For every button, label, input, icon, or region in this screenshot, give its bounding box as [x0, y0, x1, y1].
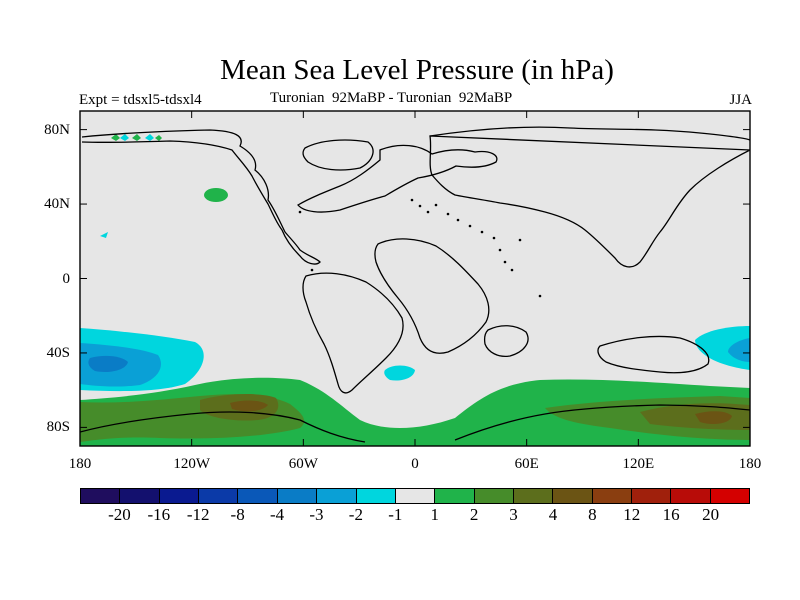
y-tick-label: 40S — [46, 344, 70, 361]
x-tick-label: 120E — [622, 456, 655, 472]
x-tick-label: 120W — [173, 456, 210, 472]
y-tick-label: 80S — [46, 419, 70, 436]
season-label: JJA — [729, 92, 752, 108]
coastline-north-america — [81, 129, 321, 265]
x-tick-label: 0 — [411, 456, 419, 472]
x-tick-label: 180 — [738, 456, 762, 472]
coastlines — [80, 126, 750, 443]
colorbar-swatch — [277, 489, 318, 503]
coastline-india — [483, 325, 529, 358]
pressure-anomaly-south-brown — [695, 411, 732, 424]
colorbar-swatch — [553, 489, 593, 503]
colorbar-swatch — [671, 489, 711, 503]
pressure-anomaly-arctic-1 — [111, 134, 120, 141]
axis-tick-marks — [79, 111, 751, 446]
colorbar-swatch — [199, 489, 239, 503]
colorbar-label: -12 — [186, 505, 210, 524]
coastline-africa — [374, 238, 490, 354]
colorbar-label: -8 — [230, 505, 245, 524]
coastline-greenland — [302, 139, 374, 171]
pressure-anomaly-arctic-5 — [155, 135, 162, 141]
pressure-anomaly-arctic-3 — [132, 134, 141, 141]
pressure-anomaly-arctic-4 — [145, 134, 154, 141]
colorbar-label: 3 — [509, 505, 518, 524]
y-tick-label: 0 — [62, 270, 71, 287]
colorbar-swatch — [120, 489, 160, 503]
x-tick-label: 180 — [68, 456, 92, 472]
colorbar-swatch — [592, 489, 633, 503]
colorbar-swatch — [513, 489, 554, 503]
pressure-anomaly-south-brown-west — [230, 400, 268, 412]
coastline-south-america — [302, 272, 404, 394]
pressure-anomaly-arctic-2 — [120, 134, 129, 141]
colorbar-swatch — [474, 489, 514, 503]
y-tick-label: 40N — [44, 196, 70, 213]
colorbar-label: -16 — [147, 505, 171, 524]
colorbar-swatch — [159, 489, 200, 503]
colorbar-swatch — [356, 489, 396, 503]
colorbar-label: -1 — [388, 505, 403, 524]
colorbar-label: 4 — [548, 505, 558, 524]
colorbar-label: 2 — [469, 505, 479, 524]
colorbar-swatch — [81, 489, 121, 503]
colorbar-label: 8 — [588, 505, 597, 524]
colorbar-swatch — [435, 489, 475, 503]
pressure-anomaly-atlantic-low — [384, 365, 415, 381]
x-tick-label: 60W — [288, 456, 318, 472]
colorbar-label: -2 — [348, 505, 363, 524]
colorbar-label: 16 — [662, 505, 680, 524]
colorbar — [80, 488, 750, 504]
colorbar-swatch — [710, 489, 750, 503]
pressure-anomaly-east-low-inner — [728, 338, 750, 362]
coastline-antarctica — [80, 404, 750, 443]
island-dots — [298, 198, 542, 298]
x-tick-label: 60E — [514, 456, 539, 472]
coastline-europe — [296, 144, 498, 213]
pressure-anomaly-tropics — [100, 232, 108, 238]
coastline-asia — [429, 126, 750, 268]
pressure-anomaly-north-pacific — [204, 188, 228, 202]
map-subtitle: Turonian 92MaBP - Turonian 92MaBP — [270, 90, 513, 106]
pressure-anomaly-south-olive-east — [640, 403, 750, 430]
colorbar-label: -4 — [269, 505, 285, 524]
colorbar-swatch — [632, 489, 672, 503]
coastline-australia — [597, 335, 710, 374]
colorbar-label: -3 — [309, 505, 324, 524]
colorbar-label: 12 — [623, 505, 641, 524]
y-tick-label: 80N — [44, 121, 70, 138]
colorbar-label: 1 — [430, 505, 439, 524]
colorbar-swatch — [395, 489, 436, 503]
colorbar-label: -20 — [108, 505, 131, 524]
experiment-label: Expt = tdsxl5-tdsxl4 — [79, 92, 202, 108]
pressure-anomaly-pacific-low-core — [88, 355, 128, 372]
map-title: Mean Sea Level Pressure (in hPa) — [220, 54, 614, 86]
pressure-anomaly-east-low — [695, 326, 750, 370]
colorbar-label: 20 — [702, 505, 720, 524]
colorbar-swatch — [317, 489, 357, 503]
colorbar-swatch — [238, 489, 278, 503]
